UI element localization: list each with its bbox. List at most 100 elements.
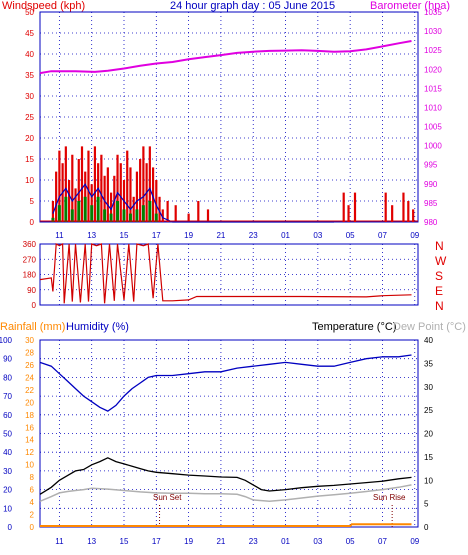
rain-y-tick-10: 20 [25, 398, 34, 407]
temp-y-tick-5: 25 [424, 406, 433, 415]
wind-y-tick-2: 10 [25, 176, 34, 185]
temp-y-tick-7: 35 [424, 359, 433, 368]
dir-y-tick-4: 360 [23, 240, 37, 249]
baro-y-tick-1: 985 [424, 199, 438, 208]
temp-x-tick-7: 01 [281, 537, 290, 546]
humidity-axis-label: Humidity (%) [66, 321, 129, 333]
wind-x-tick-9: 05 [346, 231, 355, 240]
baro-y-tick-4: 1000 [424, 142, 442, 151]
temp-y-tick-8: 40 [424, 336, 433, 345]
direction-label-n-bottom: N [435, 299, 444, 313]
wind-y-tick-1: 5 [30, 197, 35, 206]
wind-x-tick-6: 23 [249, 231, 258, 240]
temp-x-tick-9: 05 [346, 537, 355, 546]
baro-y-tick-11: 1035 [424, 8, 442, 17]
direction-label-e: E [435, 284, 443, 298]
dir-y-tick-2: 180 [23, 271, 37, 280]
direction-line [39, 243, 412, 304]
average-speed-line [52, 183, 334, 223]
wind-x-tick-0: 11 [55, 231, 64, 240]
wind-x-tick-5: 21 [216, 231, 225, 240]
temp-x-tick-0: 11 [55, 537, 64, 546]
humidity-y-tick-1: 10 [3, 504, 12, 513]
wind-y-tick-9: 45 [25, 29, 34, 38]
humidity-y-tick-9: 90 [3, 355, 12, 364]
temp-x-tick-6: 23 [249, 537, 258, 546]
wind-y-tick-5: 25 [25, 113, 34, 122]
temp-x-tick-11: 09 [410, 537, 419, 546]
sunset-label: Sun Set [153, 493, 182, 502]
rain-y-tick-9: 18 [25, 411, 34, 420]
baro-y-tick-2: 990 [424, 180, 438, 189]
humidity-y-tick-5: 50 [3, 430, 12, 439]
wind-x-tick-7: 01 [281, 231, 290, 240]
temperature-panel: 0102030405060708090100024681012141618202… [0, 336, 433, 546]
barometer-line [39, 40, 412, 75]
baro-y-tick-3: 995 [424, 161, 438, 170]
rain-y-tick-1: 2 [30, 511, 35, 520]
direction-label-s: S [435, 269, 443, 283]
direction-label-n-top: N [435, 239, 444, 253]
baro-y-tick-0: 980 [424, 218, 438, 227]
temp-y-tick-2: 10 [424, 476, 433, 485]
rainfall-axis-label: Rainfall (mm) [0, 321, 65, 333]
humidity-y-tick-10: 100 [0, 336, 13, 345]
temp-x-tick-5: 21 [216, 537, 225, 546]
temp-y-tick-0: 0 [424, 523, 429, 532]
baro-y-tick-7: 1015 [424, 84, 442, 93]
rain-y-tick-14: 28 [25, 348, 34, 357]
rain-y-tick-8: 16 [25, 423, 34, 432]
rain-y-tick-3: 6 [30, 486, 35, 495]
humidity-y-tick-6: 60 [3, 411, 12, 420]
humidity-y-tick-3: 30 [3, 467, 12, 476]
chart-title: 24 hour graph day : 05 June 2015 [170, 0, 335, 12]
dewpoint-line [39, 484, 412, 503]
wind-y-tick-3: 15 [25, 155, 34, 164]
temp-x-tick-2: 15 [120, 537, 129, 546]
baro-y-tick-5: 1005 [424, 123, 442, 132]
rain-y-tick-15: 30 [25, 336, 34, 345]
wind-x-tick-11: 09 [410, 231, 419, 240]
temp-x-tick-1: 13 [87, 537, 96, 546]
temperature-line [39, 457, 412, 495]
barometer-axis-label: Barometer (hpa) [370, 0, 450, 12]
wind-y-tick-0: 0 [30, 218, 35, 227]
dir-y-tick-3: 270 [23, 255, 37, 264]
baro-y-tick-9: 1025 [424, 46, 442, 55]
temp-x-tick-10: 07 [378, 537, 387, 546]
direction-panel: 0 90 180 270 360 [23, 240, 419, 310]
temp-x-tick-8: 03 [313, 537, 322, 546]
direction-label-w: W [435, 254, 447, 268]
humidity-y-tick-7: 70 [3, 392, 12, 401]
humidity-y-tick-2: 20 [3, 486, 12, 495]
baro-y-tick-6: 1010 [424, 103, 442, 112]
wind-x-tick-1: 13 [87, 231, 96, 240]
wind-x-tick-10: 07 [378, 231, 387, 240]
rain-y-tick-5: 10 [25, 461, 34, 470]
temp-y-tick-3: 15 [424, 453, 433, 462]
wind-y-tick-10: 50 [25, 8, 34, 17]
rainfall-line [40, 523, 412, 527]
wind-x-tick-2: 15 [120, 231, 129, 240]
wind-panel: 0510152025303540455098098599099510001005… [25, 8, 442, 240]
temperature-axis-label: Temperature (°C) [312, 321, 396, 333]
dir-y-tick-1: 90 [27, 286, 36, 295]
dir-y-tick-0: 0 [32, 301, 37, 310]
temp-x-tick-3: 17 [152, 537, 161, 546]
rain-y-tick-11: 22 [25, 386, 34, 395]
wind-y-tick-4: 20 [25, 134, 34, 143]
temp-y-tick-4: 20 [424, 430, 433, 439]
wind-x-tick-4: 19 [184, 231, 193, 240]
rain-y-tick-4: 8 [30, 473, 35, 482]
humidity-y-tick-8: 80 [3, 373, 12, 382]
rain-y-tick-13: 26 [25, 361, 34, 370]
humidity-y-tick-4: 40 [3, 448, 12, 457]
rain-y-tick-7: 14 [25, 436, 34, 445]
wind-x-tick-8: 03 [313, 231, 322, 240]
wind-y-tick-8: 40 [25, 50, 34, 59]
dewpoint-axis-label: Dew Point (°C) [393, 321, 466, 333]
rain-y-tick-12: 24 [25, 373, 34, 382]
humidity-y-tick-0: 0 [8, 523, 13, 532]
rain-y-tick-0: 0 [30, 523, 35, 532]
